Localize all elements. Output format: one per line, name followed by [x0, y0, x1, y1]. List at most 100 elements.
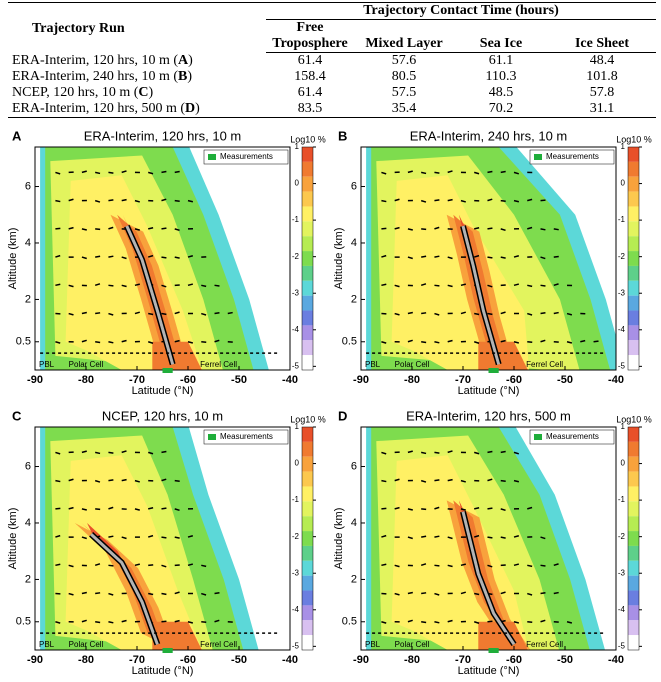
- y-tick-label: 4: [351, 237, 357, 249]
- wind-vector: [487, 507, 493, 510]
- wind-vector: [161, 564, 167, 568]
- wind-vector: [434, 226, 440, 230]
- wind-vector: [527, 592, 533, 596]
- wind-vector: [394, 478, 400, 482]
- wind-vector: [593, 340, 599, 343]
- x-tick-label: -70: [129, 374, 145, 386]
- colorbar-band: [302, 265, 313, 281]
- wind-vector: [473, 621, 480, 624]
- colorbar-band: [302, 620, 313, 636]
- wind-vector: [487, 170, 493, 174]
- colorbar-band: [628, 545, 639, 561]
- wind-vector: [500, 450, 506, 454]
- wind-vector: [540, 619, 546, 623]
- wind-vector: [420, 479, 427, 483]
- wind-vector: [513, 341, 520, 344]
- group-header: Trajectory Contact Time (hours): [266, 2, 656, 20]
- wind-vector: [161, 284, 167, 288]
- contour-band: [65, 455, 203, 650]
- wind-vector: [121, 339, 127, 343]
- wind-vector: [161, 620, 167, 623]
- wind-vector: [214, 339, 220, 343]
- wind-vector: [540, 564, 546, 567]
- y-tick-label: 2: [351, 573, 357, 585]
- y-tick-label: 6: [351, 180, 357, 192]
- wind-vector: [214, 619, 220, 623]
- annotation: PBL: [365, 640, 381, 649]
- colorbar-band: [628, 560, 639, 576]
- y-axis-label: Altitude (km): [7, 228, 19, 290]
- colorbar-tick-label: -1: [618, 495, 626, 504]
- wind-vector: [421, 255, 427, 258]
- wind-vector: [566, 341, 573, 344]
- wind-vector: [134, 508, 140, 511]
- colorbar-band: [302, 427, 313, 442]
- wind-vector: [487, 227, 493, 230]
- wind-vector: [55, 254, 61, 258]
- annotation: Polar Cell: [69, 360, 104, 369]
- wind-vector: [527, 226, 533, 230]
- colorbar-band: [302, 441, 313, 457]
- colorbar-label: Log10 %: [616, 134, 652, 144]
- y-tick-label: 0.5: [16, 336, 31, 348]
- wind-vector: [527, 564, 533, 568]
- wind-vector: [148, 227, 154, 230]
- cell: 61.4: [297, 53, 323, 68]
- colorbar-tick-label: -1: [292, 215, 300, 224]
- cell: 35.4: [354, 101, 454, 118]
- x-tick-label: -40: [608, 654, 624, 666]
- wind-vector: [81, 311, 87, 315]
- wind-vector: [500, 170, 506, 174]
- colorbar-tick-label: -2: [292, 532, 300, 541]
- table-body: ERA-Interim, 120 hrs, 10 m (A) 61.4 57.6 61…: [8, 53, 656, 118]
- wind-vector: [487, 450, 493, 454]
- annotation: Ferrel Cell: [200, 640, 237, 649]
- run-key: A: [178, 52, 189, 68]
- wind-vector: [187, 563, 194, 567]
- x-tick-label: -60: [180, 654, 196, 666]
- wind-vector: [381, 479, 387, 483]
- cell: 48.5: [488, 85, 514, 100]
- colorbar-band: [302, 590, 313, 606]
- wind-vector: [174, 508, 180, 512]
- run-name: ERA-Interim, 120 hrs, 10 m (A): [8, 53, 266, 70]
- x-tick-label: -60: [506, 374, 522, 386]
- wind-vector: [407, 591, 413, 595]
- x-tick-label: -60: [506, 654, 522, 666]
- contour-field: [40, 147, 269, 370]
- wind-vector: [108, 451, 114, 454]
- wind-vector: [81, 256, 87, 260]
- wind-vector: [68, 592, 74, 596]
- y-tick-label: 6: [25, 180, 31, 192]
- legend-label: Measurements: [546, 432, 599, 441]
- wind-vector: [94, 199, 101, 203]
- colorbar-band: [628, 251, 639, 266]
- colorbar-tick-label: -5: [292, 361, 300, 370]
- wind-vector: [553, 283, 559, 287]
- wind-vector: [460, 479, 466, 483]
- wind-vector: [474, 254, 480, 258]
- wind-vector: [214, 312, 220, 315]
- cell: 57.6: [391, 53, 417, 68]
- cell: 31.1: [548, 101, 656, 118]
- wind-vector: [174, 591, 180, 595]
- wind-vector: [381, 199, 387, 203]
- run-prefix: ERA-Interim, 240 hrs, 10 m (: [12, 69, 179, 84]
- wind-vector: [147, 341, 154, 344]
- cell: 101.8: [586, 69, 618, 84]
- wind-vector: [201, 592, 207, 596]
- colorbar-band: [302, 161, 313, 177]
- wind-vector: [407, 311, 413, 315]
- wind-vector: [108, 479, 114, 482]
- wind-vector: [121, 256, 127, 260]
- table-row: ERA-Interim, 120 hrs, 10 m (A) 61.4 57.6 61…: [8, 53, 656, 70]
- colorbar-band: [628, 441, 639, 457]
- x-tick-label: -50: [557, 374, 573, 386]
- wind-vector: [187, 255, 194, 258]
- wind-vector: [540, 592, 546, 595]
- wind-vector: [500, 536, 506, 539]
- annotation: Ferrel Cell: [526, 640, 563, 649]
- wind-vector: [540, 256, 546, 260]
- run-suffix: ): [148, 85, 154, 100]
